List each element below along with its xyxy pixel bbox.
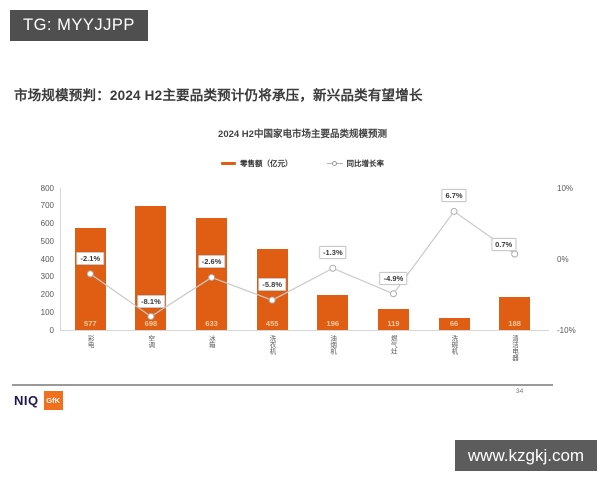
growth-data-label: -4.9%: [379, 271, 408, 285]
bar-value-label: 455: [265, 319, 279, 328]
bar-series-swatch-icon: [221, 161, 236, 166]
bar-空调: [135, 206, 167, 330]
growth-data-label: -8.1%: [137, 294, 165, 308]
data-point-marker: [450, 207, 458, 215]
x-axis-label: 油烟机: [328, 335, 336, 355]
y-axis-tick-left: 300: [40, 272, 54, 282]
niq-logo-text: NIQ: [14, 393, 39, 408]
y-axis-tick-left: 600: [40, 219, 54, 228]
x-axis-label: 清洁电器: [510, 335, 518, 361]
growth-data-label: -1.3%: [319, 246, 347, 260]
gfk-logo-box: GfK: [43, 391, 63, 410]
slide-title: 市场规模预判：2024 H2主要品类预计仍将承压，新兴品类有望增长: [14, 88, 423, 103]
niq-gfk-logo: NIQ GfK: [14, 391, 63, 410]
legend-item-retail: 零售额（亿元）: [221, 158, 293, 169]
chart-title: 2024 H2中国家电市场主要品类规模预测: [218, 129, 387, 140]
watermark-top-badge: TG: MYYJJPP: [10, 10, 148, 41]
y-axis-tick-right: 10%: [557, 183, 574, 193]
y-axis-tick-left: 0: [49, 325, 54, 335]
watermark-bottom-badge: www.kzgkj.com: [455, 440, 597, 471]
x-axis-label: 燃气灶: [389, 335, 397, 355]
legend-retail-label: 零售额（亿元）: [240, 159, 293, 168]
chart-legend: 零售额（亿元） 同比增长率: [60, 158, 545, 169]
y-axis-tick-right: 0%: [557, 254, 569, 264]
legend-growth-label: 同比增长率: [346, 159, 385, 168]
data-point-marker: [511, 250, 519, 258]
bar-value-label: 196: [326, 319, 340, 328]
x-axis-label: 彩电: [86, 335, 94, 348]
x-axis-label: 冰箱: [207, 335, 215, 348]
y-axis-tick-left: 500: [40, 236, 54, 246]
growth-data-label: -5.8%: [258, 278, 286, 292]
page-number: 34: [516, 388, 524, 395]
y-axis-tick-left: 700: [40, 201, 54, 211]
legend-item-growth: 同比增长率: [326, 158, 385, 169]
bar-冰箱: [196, 217, 228, 330]
y-axis-tick-right: -10%: [557, 325, 576, 335]
growth-data-label: -2.6%: [197, 255, 226, 269]
data-point-marker: [329, 264, 337, 272]
y-axis-tick-left: 200: [40, 290, 54, 299]
x-axis-label: 洗碗机: [449, 335, 457, 355]
data-point-marker: [389, 290, 397, 298]
bar-value-label: 633: [205, 319, 218, 328]
bar-value-label: 577: [84, 319, 97, 328]
bar-value-label: 188: [508, 319, 521, 328]
footer-divider: [12, 384, 553, 386]
line-series-swatch-icon: [326, 160, 343, 167]
y-axis-tick-left: 800: [40, 183, 54, 193]
x-axis-line: [60, 330, 549, 331]
bar-洗碗机: [438, 318, 470, 330]
bar-彩电: [74, 227, 106, 330]
growth-data-label: 0.7%: [491, 238, 517, 252]
x-axis-label: 空调: [146, 335, 154, 348]
bar-value-label: 66: [449, 319, 459, 328]
bar-value-label: 698: [144, 319, 158, 328]
x-axis-label: 洗衣机: [268, 335, 275, 355]
growth-data-label: -2.1%: [76, 251, 105, 265]
y-axis-tick-left: 400: [40, 254, 54, 264]
growth-data-label: 6.7%: [441, 189, 467, 203]
y-axis-tick-left: 100: [40, 307, 54, 317]
bar-value-label: 119: [387, 319, 400, 328]
y-axis-line: [60, 188, 61, 330]
